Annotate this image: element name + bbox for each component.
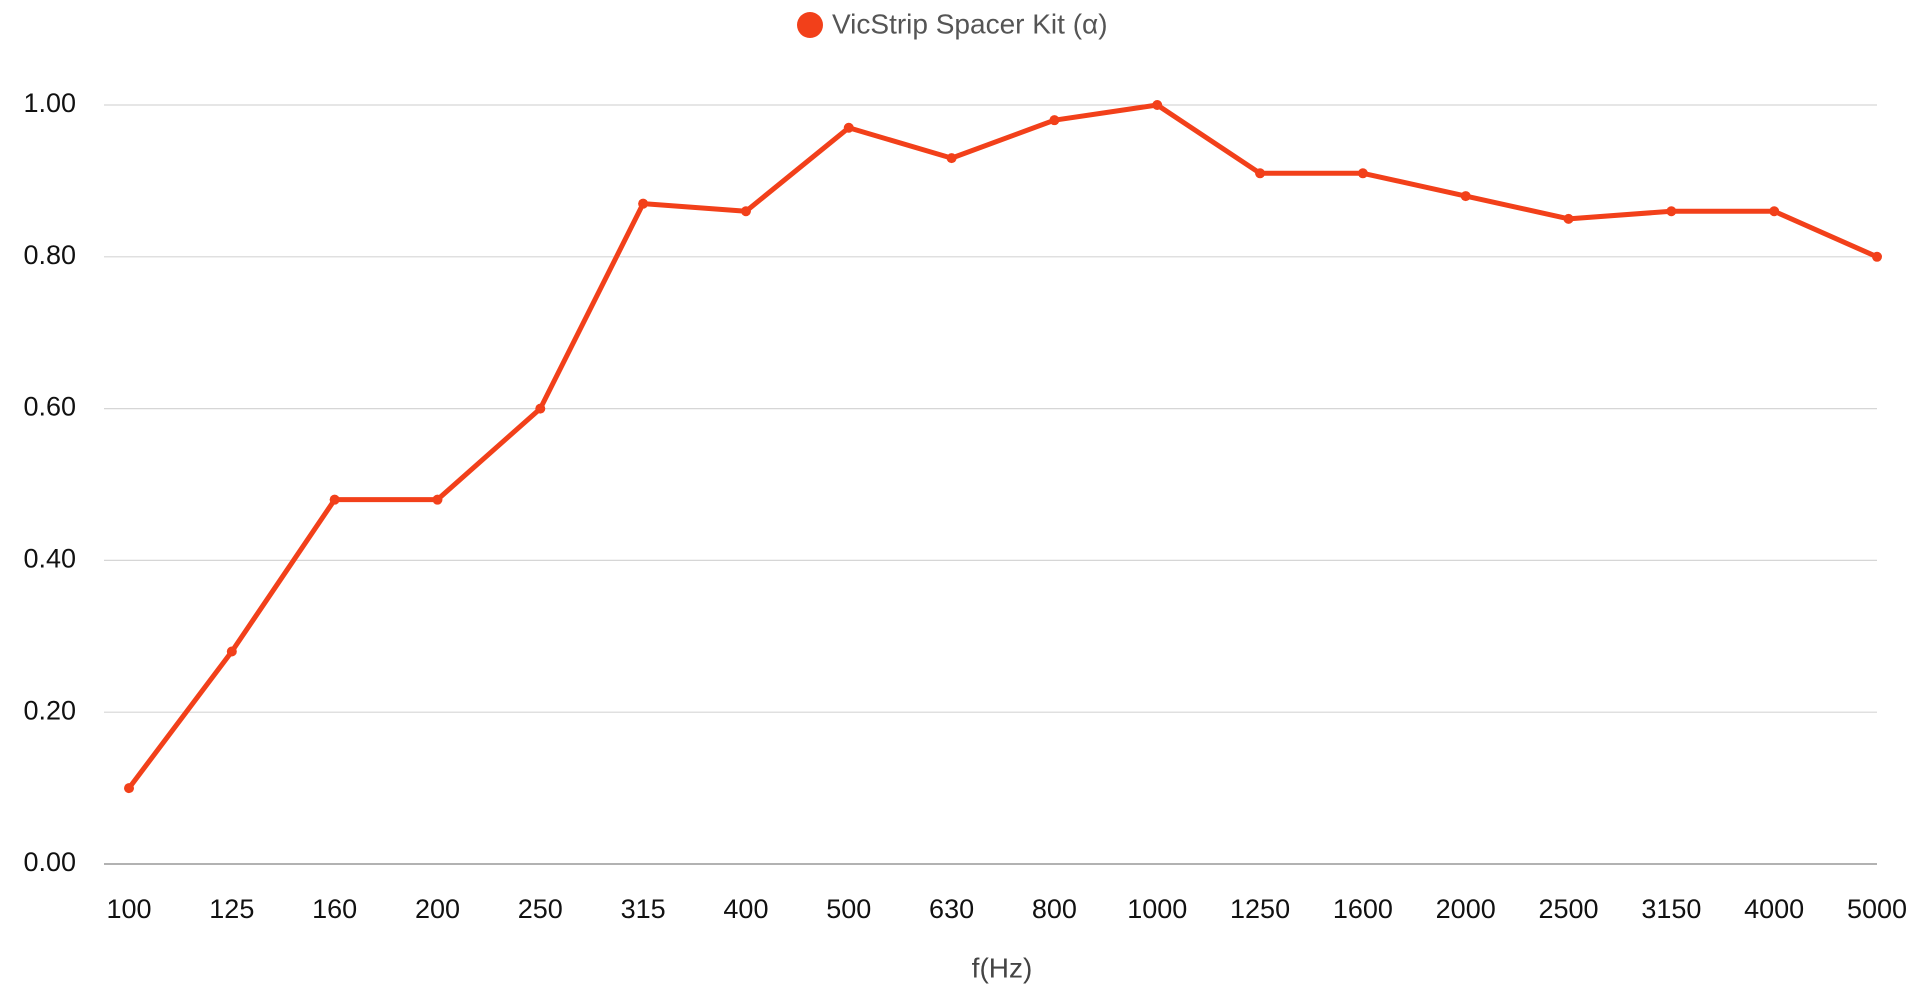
x-tick-label: 1600: [1333, 894, 1393, 924]
data-point: [1563, 213, 1574, 224]
x-tick-label: 125: [209, 894, 254, 924]
x-tick-label: 500: [826, 894, 871, 924]
legend-marker: [797, 12, 823, 38]
y-tick-label: 0.20: [23, 695, 76, 725]
data-point: [535, 403, 546, 414]
data-point: [1049, 115, 1060, 126]
data-point: [946, 153, 957, 164]
legend-text: VicStrip Spacer Kit (α): [832, 8, 1108, 39]
data-point: [1460, 191, 1471, 202]
data-point: [638, 198, 649, 209]
x-tick-label: 4000: [1744, 894, 1804, 924]
x-tick-label: 2500: [1538, 894, 1598, 924]
y-tick-label: 0.80: [23, 240, 76, 270]
x-tick-label: 3150: [1641, 894, 1701, 924]
data-point: [1152, 100, 1163, 110]
data-point: [1872, 251, 1882, 262]
x-tick-label: 200: [415, 894, 460, 924]
x-tick-label: 1250: [1230, 894, 1290, 924]
x-tick-label: 800: [1032, 894, 1077, 924]
data-point: [1255, 168, 1266, 179]
x-tick-label: 100: [106, 894, 151, 924]
data-point: [124, 783, 134, 794]
x-tick-label: 2000: [1436, 894, 1496, 924]
x-tick-label: 160: [312, 894, 357, 924]
y-tick-label: 0.60: [23, 392, 76, 422]
x-tick-label: 400: [723, 894, 768, 924]
y-tick-label: 0.00: [23, 847, 76, 877]
data-point: [1357, 168, 1368, 179]
x-tick-label: 5000: [1847, 894, 1907, 924]
x-tick-label: 315: [621, 894, 666, 924]
legend-item: VicStrip Spacer Kit (α): [797, 8, 1108, 39]
x-axis-title: f(Hz): [972, 952, 1033, 983]
y-tick-label: 0.40: [23, 544, 76, 574]
data-point: [226, 646, 237, 657]
data-point: [329, 494, 340, 505]
x-tick-label: 250: [518, 894, 563, 924]
x-tick-label: 630: [929, 894, 974, 924]
data-point: [1666, 206, 1677, 217]
data-point: [1769, 206, 1780, 217]
y-tick-label: 1.00: [23, 88, 76, 118]
series-line: [126, 102, 1880, 791]
data-point: [740, 206, 751, 217]
data-point: [843, 122, 854, 133]
data-point: [432, 494, 443, 505]
x-tick-label: 1000: [1127, 894, 1187, 924]
